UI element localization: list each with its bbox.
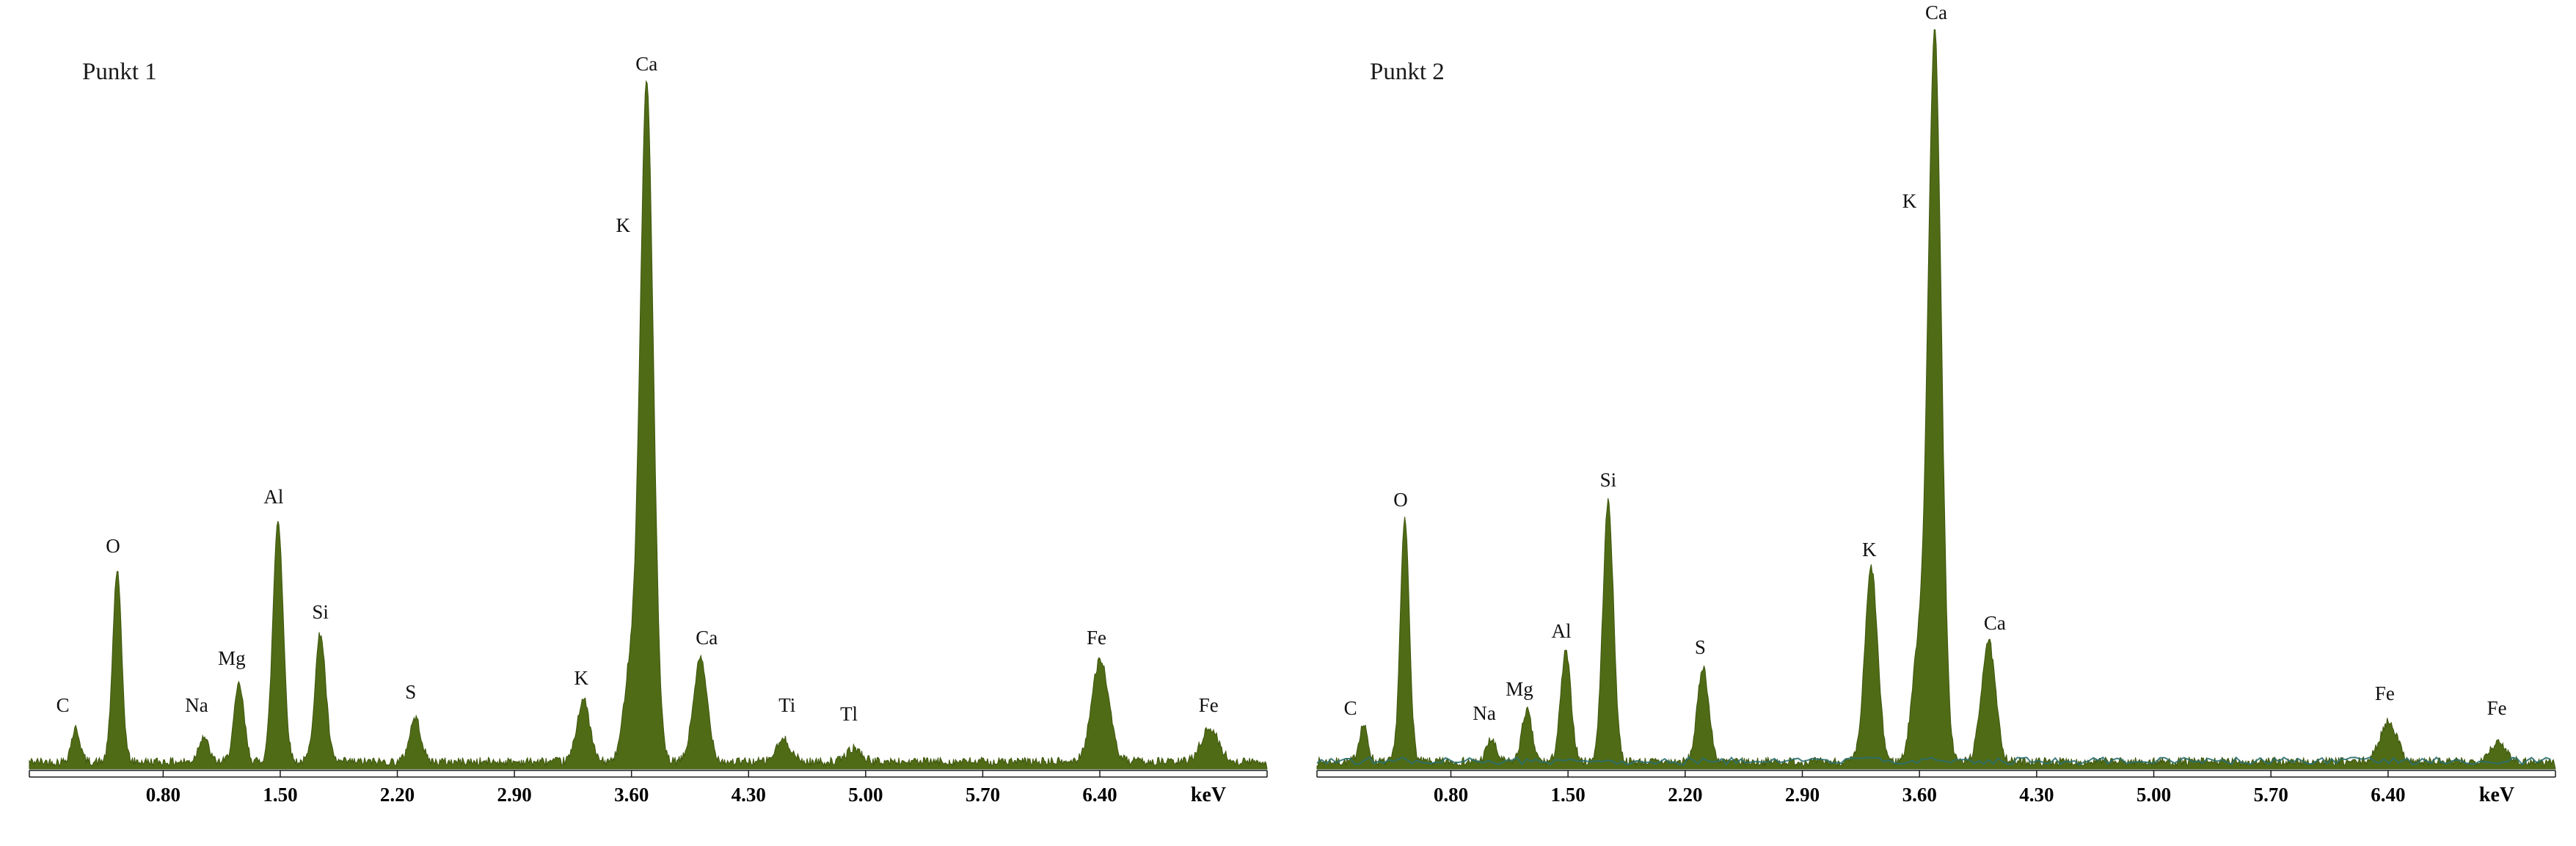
element-label: Si: [1600, 469, 1617, 491]
element-label: Ca: [1984, 612, 2006, 634]
element-label: Na: [185, 694, 208, 716]
tick-label: 0.80: [1434, 784, 1468, 806]
tick-label: 6.40: [2371, 784, 2405, 806]
element-label: Na: [1473, 702, 1495, 724]
chart-punkt-1: Punkt 1 0.80 1.50 2.20 2.90 3.60 4.30 5.00 5.70 6…: [29, 53, 1268, 806]
chart-title: Punkt 1: [82, 59, 157, 85]
tick-label: 4.30: [2019, 784, 2054, 806]
tick-label: 5.70: [966, 784, 1000, 806]
tick-label: 3.60: [1902, 784, 1937, 806]
element-label: Tl: [840, 703, 858, 725]
element-label: K: [574, 667, 589, 689]
tick-label: 5.70: [2254, 784, 2288, 806]
spectrum-fill: [29, 80, 1268, 770]
tick-label: 5.00: [848, 784, 883, 806]
element-label: Ca: [1925, 1, 1947, 23]
chart-punkt-2: Punkt 2 0.80 1.50 2.20 2.90 3.60 4.30 5.00 5.70 6…: [1288, 0, 2576, 846]
tick-label: 3.60: [614, 784, 649, 806]
element-label: K: [616, 214, 631, 236]
element-label: Fe: [2487, 697, 2507, 719]
element-label: C: [56, 694, 70, 716]
element-label: O: [106, 535, 120, 557]
element-label: S: [1695, 636, 1706, 658]
element-label: K: [1862, 539, 1877, 561]
tick-label: 0.80: [146, 784, 180, 806]
tick-label: 5.00: [2137, 784, 2171, 806]
element-label: Al: [1552, 620, 1572, 642]
tick-label: 2.20: [380, 784, 415, 806]
x-axis-unit-label: keV: [1191, 784, 1226, 806]
element-label: Fe: [2375, 682, 2395, 704]
tick-label: 6.40: [1082, 784, 1117, 806]
element-label: Ca: [696, 627, 718, 649]
element-label: Mg: [218, 647, 246, 669]
tick-label: 1.50: [263, 784, 297, 806]
spectrum-plot-punkt-2: Punkt 2 0.80 1.50 2.20 2.90 3.60 4.30 5.00 5.70 6…: [1316, 1, 2556, 806]
element-label: Fe: [1087, 627, 1106, 649]
element-label: Fe: [1199, 694, 1219, 716]
overlay-trace: [1316, 756, 2551, 766]
tick-label: 4.30: [731, 784, 766, 806]
element-label: O: [1393, 489, 1408, 511]
tick-label: 1.50: [1551, 784, 1586, 806]
element-label: Ca: [635, 53, 657, 75]
spectrum-plot-punkt-1: Punkt 1 0.80 1.50 2.20 2.90 3.60 4.30 5.00 5.70 6…: [29, 53, 1268, 806]
tick-label: 2.20: [1668, 784, 1702, 806]
element-label: Si: [312, 601, 329, 623]
tick-label: 2.90: [1785, 784, 1820, 806]
element-label: Al: [263, 486, 283, 508]
tick-label: 2.90: [497, 784, 531, 806]
element-label: Mg: [1506, 678, 1533, 700]
element-label: C: [1344, 697, 1357, 719]
element-label: S: [405, 681, 416, 703]
spectrum-fill: [1316, 29, 2556, 770]
x-axis-unit-label: keV: [2479, 784, 2514, 806]
element-label: Ti: [778, 694, 795, 716]
chart-title: Punkt 2: [1370, 59, 1445, 85]
element-label: K: [1902, 190, 1917, 212]
